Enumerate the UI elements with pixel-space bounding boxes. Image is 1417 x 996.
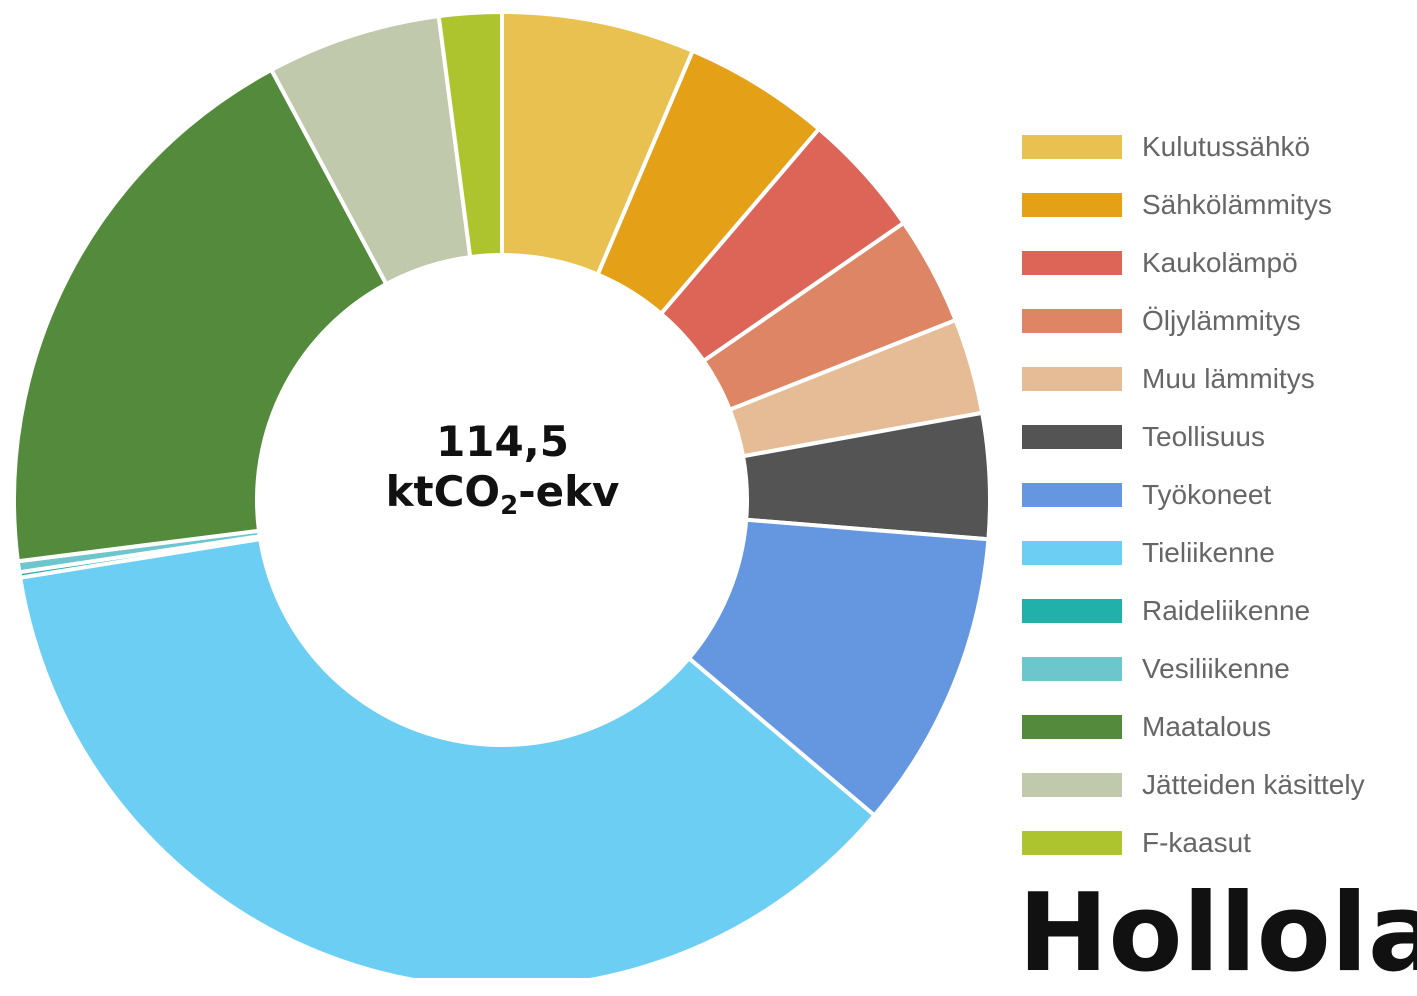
- legend-item-oljylammitys[interactable]: Öljylämmitys: [1022, 292, 1365, 350]
- legend-label: Kulutussähkö: [1142, 131, 1311, 162]
- legend-item-kulutussahko[interactable]: Kulutussähkö: [1022, 118, 1365, 176]
- legend-swatch: [1022, 425, 1122, 449]
- legend-item-jatteiden-kasittely[interactable]: Jätteiden käsittely: [1022, 756, 1365, 814]
- legend-label: Työkoneet: [1142, 479, 1272, 510]
- legend-swatch: [1022, 541, 1122, 565]
- legend-swatch: [1022, 251, 1122, 275]
- municipality-wordmark: Hollola: [1018, 871, 1417, 996]
- legend-swatch: [1022, 773, 1122, 797]
- slice-f-kaasut[interactable]: [436, 10, 504, 260]
- legend-item-kaukolampo[interactable]: Kaukolämpö: [1022, 234, 1365, 292]
- total-emissions-unit: ktCO2-ekv: [385, 467, 620, 521]
- legend-item-sahkolammitys[interactable]: Sähkölämmitys: [1022, 176, 1365, 234]
- legend-label: Maatalous: [1142, 711, 1272, 742]
- slice-tyokoneet[interactable]: [686, 517, 991, 818]
- legend-label: Vesiliikenne: [1142, 653, 1290, 684]
- legend-swatch: [1022, 657, 1122, 681]
- legend-label: Tieliikenne: [1142, 537, 1275, 568]
- legend-swatch: [1022, 483, 1122, 507]
- legend-label: Öljylämmitys: [1142, 305, 1301, 336]
- legend-item-maatalous[interactable]: Maatalous: [1022, 698, 1365, 756]
- chart-legend: Kulutussähkö Sähkölämmitys Kaukolämpö Öljyl…: [1022, 118, 1365, 872]
- legend-swatch: [1022, 135, 1122, 159]
- legend-swatch: [1022, 367, 1122, 391]
- legend-label: Kaukolämpö: [1142, 247, 1298, 278]
- legend-label: F-kaasut: [1142, 827, 1251, 858]
- legend-item-vesiliikenne[interactable]: Vesiliikenne: [1022, 640, 1365, 698]
- legend-swatch: [1022, 831, 1122, 855]
- legend-item-tyokoneet[interactable]: Työkoneet: [1022, 466, 1365, 524]
- legend-label: Teollisuus: [1142, 421, 1265, 452]
- legend-label: Muu lämmitys: [1142, 363, 1315, 394]
- legend-label: Raideliikenne: [1142, 595, 1311, 626]
- legend-swatch: [1022, 309, 1122, 333]
- legend-swatch: [1022, 599, 1122, 623]
- legend-label: Jätteiden käsittely: [1142, 769, 1365, 800]
- slice-maatalous[interactable]: [12, 67, 389, 564]
- legend-swatch: [1022, 715, 1122, 739]
- legend-label: Sähkölämmitys: [1142, 189, 1332, 220]
- legend-item-raideliikenne[interactable]: Raideliikenne: [1022, 582, 1365, 640]
- legend-item-muu-lammitys[interactable]: Muu lämmitys: [1022, 350, 1365, 408]
- legend-item-teollisuus[interactable]: Teollisuus: [1022, 408, 1365, 466]
- legend-swatch: [1022, 193, 1122, 217]
- total-emissions-value: 114,5: [436, 417, 569, 466]
- slice-tieliikenne[interactable]: [18, 536, 877, 978]
- legend-item-tieliikenne[interactable]: Tieliikenne: [1022, 524, 1365, 582]
- legend-item-f-kaasut[interactable]: F-kaasut: [1022, 814, 1365, 872]
